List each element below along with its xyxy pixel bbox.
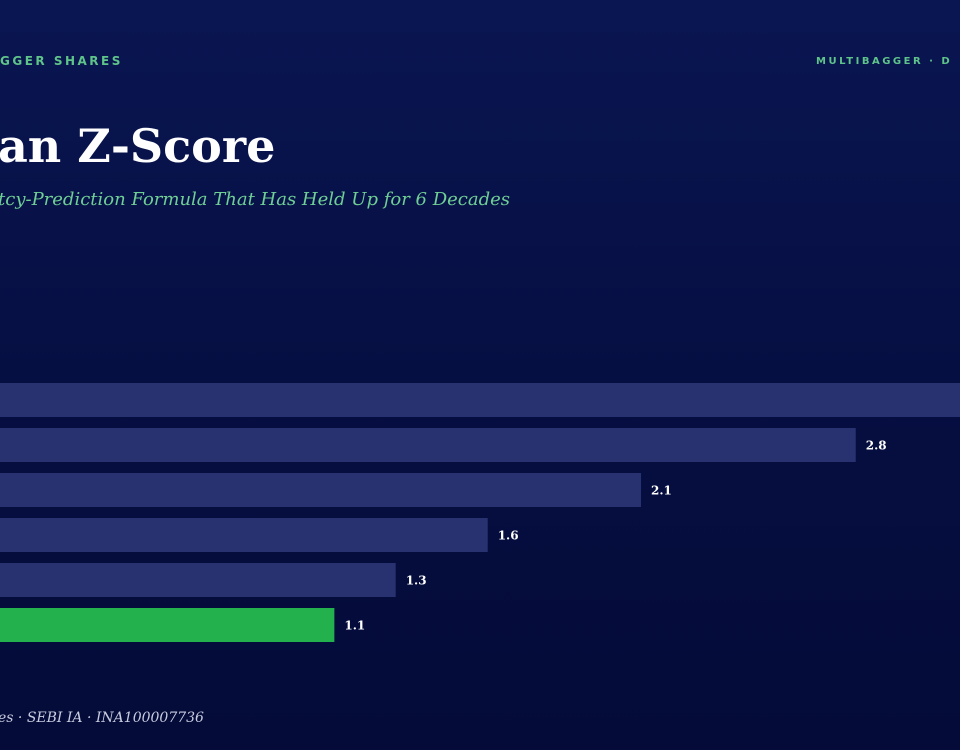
value-label: 1.3 [406, 574, 427, 588]
value-label: 1.1 [344, 619, 365, 633]
bar [0, 473, 642, 507]
bar [0, 518, 488, 552]
bar [0, 428, 856, 462]
value-label: 2.1 [651, 484, 672, 498]
bar [0, 563, 396, 597]
value-label: 2.8 [866, 439, 887, 453]
subtitle: tcy-Prediction Formula That Has Held Up … [0, 189, 510, 210]
brand-left: GGER SHARES [0, 54, 123, 68]
brand-right: MULTIBAGGER · D [816, 56, 952, 67]
title: an Z-Score [0, 119, 275, 173]
bar [0, 608, 335, 642]
value-label: 1.6 [498, 529, 519, 543]
footer: es · SEBI IA · INA100007736 [0, 710, 204, 726]
bar [0, 383, 960, 417]
